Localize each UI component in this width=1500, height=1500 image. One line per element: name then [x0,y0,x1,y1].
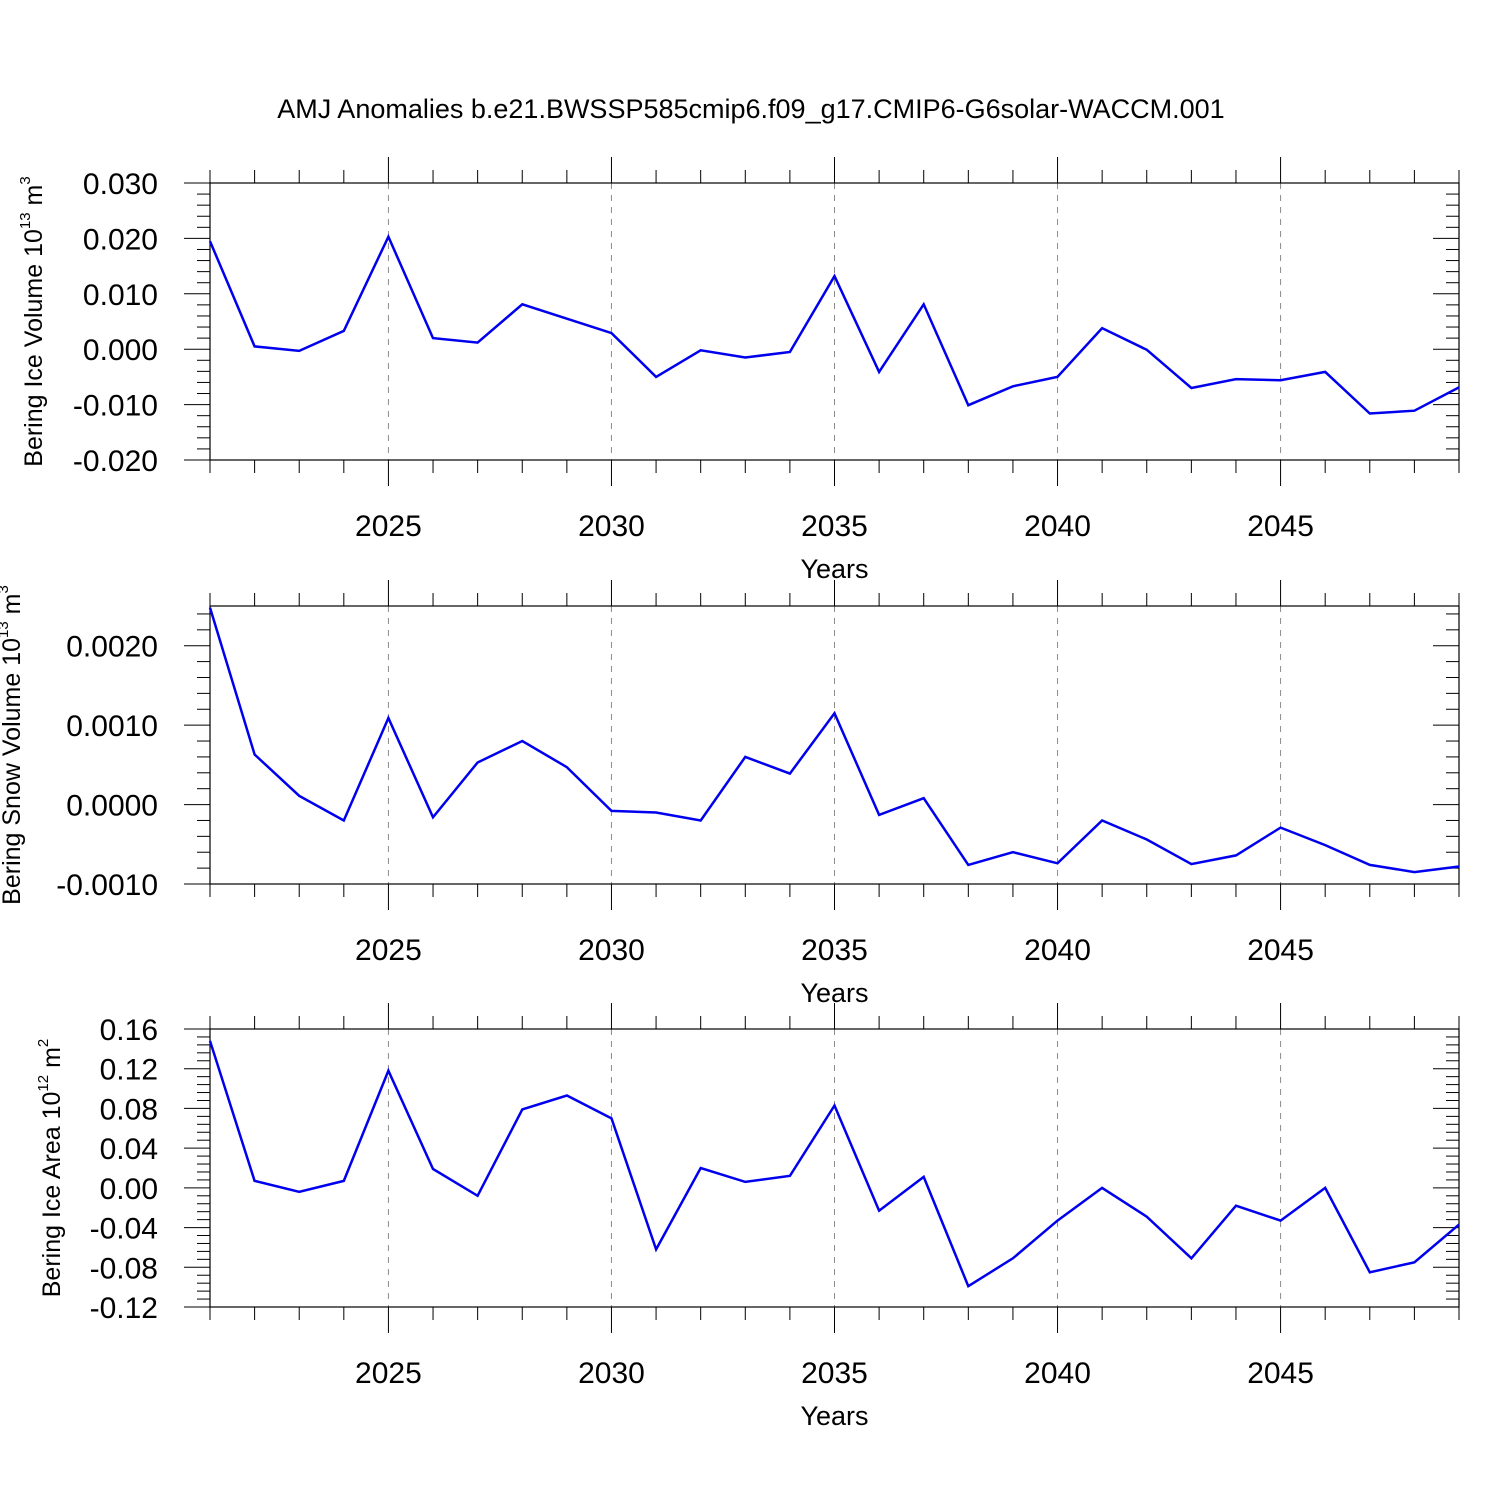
y-tick-label: -0.020 [73,445,158,478]
y-axis-label: Bering Snow Volume 1013 m3 [0,585,26,905]
panel-3: 0.16 0.12 0.08 0.04 0.00 -0.04 -0.08 -0.12 2025 2… [35,1003,1460,1431]
y-axis-label: Bering Ice Volume 1013 m3 [17,176,48,466]
y-tick-label: 0.0010 [66,710,158,743]
y-axis-label-unit-exponent: 2 [35,1039,52,1047]
y-tick-label: 0.0000 [66,790,158,823]
panel-2: 0.0020 0.0010 0.0000 -0.0010 2025 2030 2035 204… [0,580,1460,1008]
x-tick-label: 2035 [801,510,868,543]
y-axis-label-unit-exponent: 3 [0,585,12,593]
x-tick-label: 2025 [355,1357,422,1390]
y-axis-label: Bering Ice Area 1012 m2 [35,1039,66,1298]
y-axis-label-exponent: 12 [35,1075,52,1092]
y-axis-label-unit: m [20,185,48,213]
y-tick-label: 0.12 [100,1054,158,1087]
y-tick-label: 0.020 [83,223,158,256]
x-tick-label: 2035 [801,1357,868,1390]
x-tick-label: 2040 [1024,510,1091,543]
y-tick-label: 0.16 [100,1014,158,1047]
y-axis-label-exponent: 13 [17,212,34,229]
x-axis-label: Years [800,554,868,584]
y-axis-label-unit: m [0,594,26,622]
panels: 0.030 0.020 0.010 0.000 -0.010 -0.020 2025 2030… [0,157,1460,1431]
x-tick-label: 2045 [1247,934,1314,967]
y-axis-label-text: Bering Ice Area 10 [38,1092,66,1298]
x-axis-label: Years [800,1401,868,1431]
y-axis-label-exponent: 13 [0,621,12,638]
x-tick-label: 2030 [578,510,645,543]
x-tick-label: 2030 [578,934,645,967]
y-tick-label: 0.0020 [66,631,158,664]
x-tick-label: 2030 [578,1357,645,1390]
y-tick-label: 0.08 [100,1093,158,1126]
y-tick-label: 0.04 [100,1133,158,1166]
y-tick-label: -0.12 [90,1292,158,1325]
y-tick-label: 0.00 [100,1173,158,1206]
x-tick-label: 2045 [1247,1357,1314,1390]
y-tick-label: 0.000 [83,334,158,367]
x-tick-label: 2045 [1247,510,1314,543]
x-tick-label: 2035 [801,934,868,967]
x-tick-label: 2025 [355,510,422,543]
y-tick-label: -0.0010 [56,869,158,902]
y-axis-label-unit-exponent: 3 [17,176,34,184]
y-axis-label-unit: m [38,1047,66,1075]
x-tick-label: 2040 [1024,934,1091,967]
y-tick-label: -0.010 [73,390,158,423]
y-tick-label: 0.030 [83,168,158,201]
x-tick-label: 2025 [355,934,422,967]
panel-1: 0.030 0.020 0.010 0.000 -0.010 -0.020 2025 2030… [17,157,1460,584]
chart-title: AMJ Anomalies b.e21.BWSSP585cmip6.f09_g1… [277,94,1224,124]
x-tick-label: 2040 [1024,1357,1091,1390]
y-tick-label: -0.04 [90,1213,158,1246]
y-axis-label-text: Bering Snow Volume 10 [0,638,26,905]
y-tick-label: 0.010 [83,279,158,312]
y-axis-label-text: Bering Ice Volume 10 [20,229,48,467]
y-tick-label: -0.08 [90,1252,158,1285]
series-line-1 [208,233,1460,415]
